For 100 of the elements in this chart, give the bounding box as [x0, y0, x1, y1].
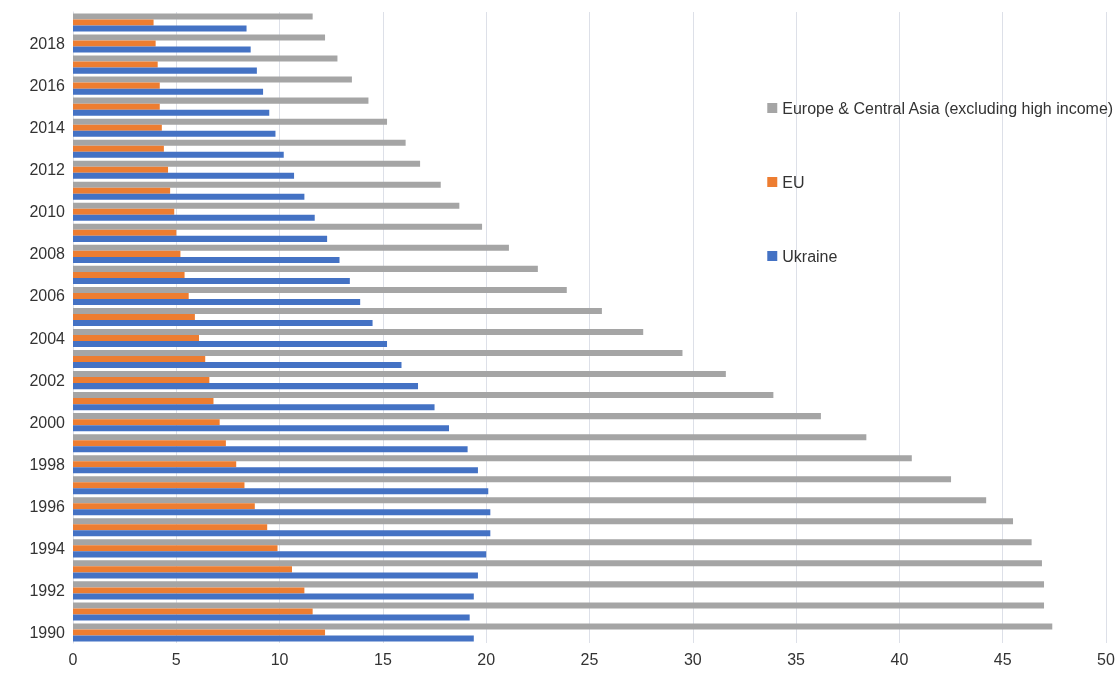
bar: [73, 88, 264, 95]
bar: [73, 109, 270, 116]
bar: [73, 545, 278, 552]
bar: [73, 265, 538, 272]
y-tick-label: 2014: [29, 119, 66, 137]
bar: [73, 61, 158, 68]
bar: [73, 587, 305, 594]
bar: [73, 341, 388, 348]
bar: [73, 398, 214, 405]
bar: [73, 482, 245, 489]
bar: [73, 55, 338, 62]
bar: [73, 488, 489, 495]
bar: [73, 539, 1032, 546]
bar: [73, 166, 169, 173]
y-tick-label: 1996: [29, 497, 66, 515]
bar: [73, 46, 251, 53]
bar: [73, 298, 361, 305]
bar: [73, 82, 160, 89]
x-tick-label: 15: [374, 650, 392, 668]
y-tick-label: 2002: [29, 371, 66, 389]
bar: [73, 320, 373, 327]
bar: [73, 145, 164, 152]
bar: [73, 572, 478, 579]
bar: [73, 377, 210, 384]
bar: [73, 202, 460, 209]
bar: [73, 593, 474, 600]
x-tick-label: 50: [1097, 650, 1115, 668]
bar: [73, 328, 644, 335]
bar: [73, 629, 326, 636]
bar: [73, 118, 388, 125]
x-tick-label: 20: [477, 650, 496, 668]
bar: [73, 635, 474, 642]
bar: [73, 509, 491, 516]
bar: [73, 581, 1045, 588]
bar: [73, 551, 487, 558]
bar: [73, 307, 602, 314]
bar: [73, 503, 255, 510]
bar: [73, 383, 419, 390]
bar: [73, 392, 774, 399]
bar: [73, 124, 162, 131]
bar: [73, 139, 406, 146]
bar: [73, 524, 268, 531]
bar: [73, 362, 402, 369]
bar: [73, 229, 177, 236]
bar: [73, 130, 276, 137]
bar: [73, 286, 567, 293]
bar: [73, 602, 1045, 609]
bar: [73, 446, 468, 453]
y-tick-label: 2018: [29, 35, 66, 53]
bar: [73, 172, 295, 179]
bar: [73, 560, 1042, 567]
bar: [73, 371, 726, 378]
bar: [73, 40, 156, 47]
x-tick-label: 40: [890, 650, 909, 668]
x-tick-label: 0: [68, 650, 78, 668]
bar: [73, 223, 483, 230]
y-tick-label: 1994: [29, 539, 66, 557]
bar: [73, 440, 226, 447]
bar: [73, 356, 206, 363]
bar: [73, 467, 478, 474]
bar: [73, 518, 1014, 525]
y-tick-label: 1992: [29, 581, 66, 599]
legend-label: EU: [782, 173, 805, 191]
bar: [73, 277, 350, 284]
y-tick-label: 2016: [29, 77, 66, 95]
bar: [73, 67, 257, 74]
x-tick-label: 25: [580, 650, 599, 668]
bar: [73, 19, 154, 26]
bar: [73, 160, 421, 167]
y-tick-label: 2006: [29, 287, 66, 305]
bar: [73, 76, 352, 83]
bar: [73, 335, 200, 342]
y-tick-label: 2012: [29, 161, 66, 179]
y-tick-label: 1998: [29, 455, 66, 473]
y-tick-label: 2000: [29, 413, 66, 431]
x-tick-label: 45: [993, 650, 1012, 668]
bar: [73, 476, 952, 483]
bar: [73, 151, 284, 158]
bar: [73, 419, 220, 426]
bar: [73, 256, 340, 263]
bar: [73, 34, 326, 41]
x-tick-label: 30: [683, 650, 702, 668]
y-tick-label: 2008: [29, 245, 66, 263]
bar: [73, 271, 185, 278]
bar: [73, 181, 441, 188]
bar: [73, 623, 1053, 630]
bar: [73, 208, 175, 215]
bar: [73, 292, 189, 299]
bar: [73, 566, 292, 573]
bar: [73, 235, 328, 242]
bar: [73, 413, 821, 420]
bar: [73, 434, 867, 441]
bar: [73, 250, 181, 257]
bar: [73, 425, 450, 432]
legend-label: Europe & Central Asia (excluding high income): [782, 99, 1114, 117]
bar: [73, 461, 237, 468]
bar: [73, 614, 470, 621]
bar: [73, 530, 491, 537]
x-tick-label: 10: [270, 650, 289, 668]
bar: [73, 214, 315, 221]
